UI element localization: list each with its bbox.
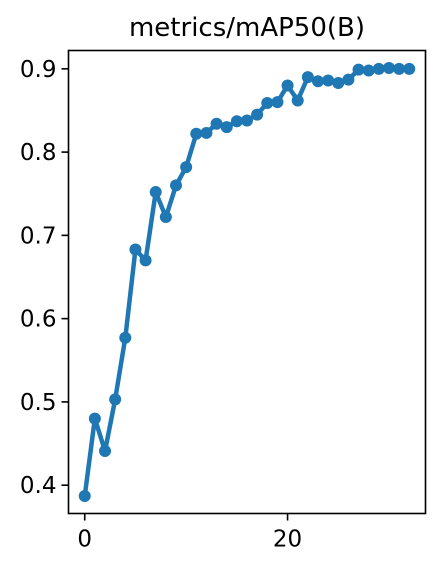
data-point (271, 96, 284, 109)
data-point (241, 114, 253, 127)
data-point (281, 79, 294, 92)
data-point (88, 412, 101, 425)
y-tick-label: 0.8 (20, 140, 57, 166)
data-point (382, 61, 395, 74)
x-tick-label: 20 (273, 527, 302, 553)
data-point (190, 127, 203, 140)
data-point (180, 161, 193, 174)
y-tick-label: 0.4 (20, 473, 57, 499)
data-point (119, 331, 132, 344)
data-point (139, 254, 152, 267)
data-point (170, 179, 183, 192)
y-tick-label: 0.7 (20, 223, 57, 249)
y-tick-label: 0.5 (20, 390, 57, 416)
data-point (322, 74, 335, 87)
data-point (149, 186, 162, 199)
data-point (332, 76, 345, 89)
data-point (301, 71, 314, 84)
data-point (109, 393, 122, 406)
y-tick-label: 0.9 (20, 57, 57, 83)
data-point (311, 75, 324, 88)
chart-title: metrics/mAP50(B) (129, 13, 365, 43)
data-point (251, 108, 264, 121)
data-point (159, 211, 172, 224)
data-point (362, 64, 375, 77)
x-tick-label: 0 (77, 527, 92, 553)
data-point (129, 243, 142, 256)
data-point (342, 73, 355, 86)
data-point (291, 94, 304, 107)
data-point (403, 62, 416, 75)
data-point (352, 63, 365, 76)
data-point (220, 121, 233, 134)
data-point (393, 62, 406, 75)
plot-frame (67, 49, 427, 515)
data-point (230, 115, 243, 128)
y-tick-label: 0.6 (20, 307, 57, 333)
data-point (261, 96, 274, 109)
data-point (78, 490, 91, 503)
data-point (210, 117, 223, 130)
axes: 0 20 0.4 0.5 0.6 0.7 0.8 0.9 (20, 57, 302, 553)
data-point (99, 445, 112, 458)
data-point (200, 126, 213, 139)
series-line (82, 65, 412, 499)
plot-area (78, 61, 416, 503)
data-point (372, 62, 385, 75)
